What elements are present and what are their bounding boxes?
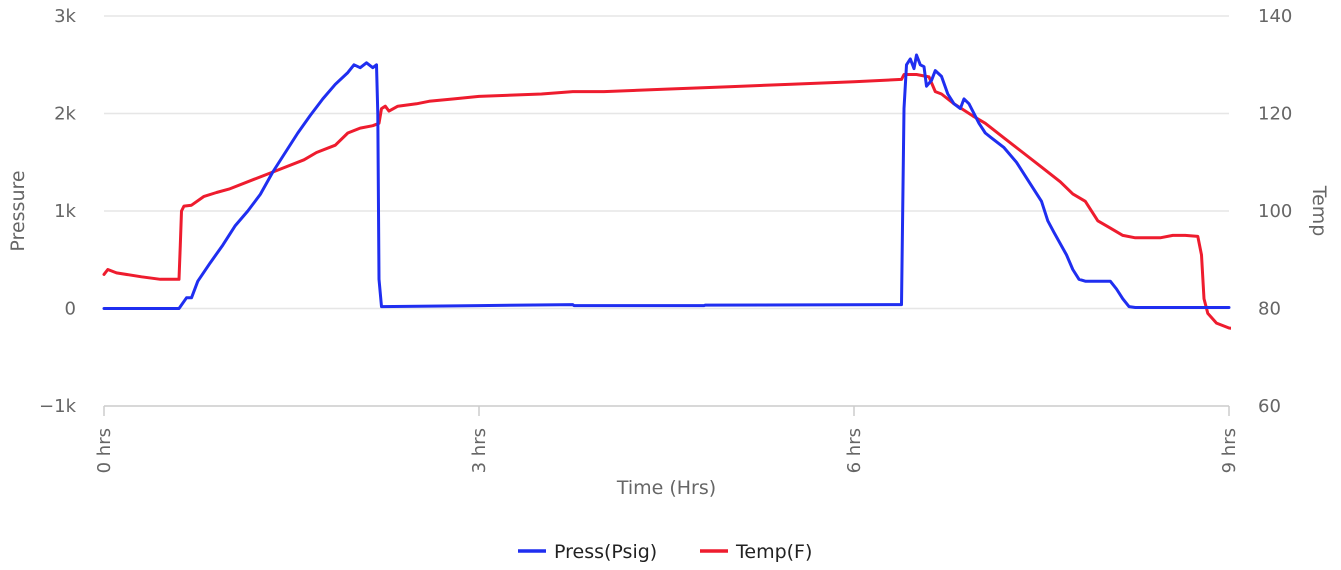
- y-left-tick-label: −1k: [39, 396, 77, 417]
- y-left-axis-title: Pressure: [7, 170, 29, 251]
- legend-label[interactable]: Temp(F): [735, 541, 812, 563]
- x-tick-label: 6 hrs: [844, 428, 865, 473]
- y-left-tick-label: 3k: [54, 6, 76, 27]
- x-tick-label: 9 hrs: [1219, 428, 1240, 473]
- x-tick-label: 3 hrs: [469, 428, 490, 473]
- y-left-tick-label: 0: [65, 299, 76, 320]
- y-right-axis-title: Temp: [1308, 185, 1330, 237]
- legend: Press(Psig) Temp(F): [518, 541, 812, 563]
- series-lines: [102, 53, 1231, 330]
- y-right-tick-label: 80: [1258, 299, 1281, 320]
- y-left-tick-label: 2k: [54, 104, 76, 125]
- y-left-tick-label: 1k: [54, 201, 76, 222]
- y-right-tick-label: 100: [1258, 201, 1292, 222]
- axes: −1k 0 1k 2k 3k 60 80 100 120 140 0 hrs 3 hrs 6 hrs 9 …: [7, 6, 1330, 499]
- x-axis-title: Time (Hrs): [616, 477, 716, 499]
- series-line-press: [102, 53, 1231, 310]
- y-right-tick-label: 140: [1258, 6, 1292, 27]
- series-line-temp: [102, 73, 1231, 330]
- y-right-tick-label: 120: [1258, 104, 1292, 125]
- legend-label[interactable]: Press(Psig): [554, 541, 657, 563]
- x-tick-label: 0 hrs: [94, 428, 115, 473]
- y-right-tick-label: 60: [1258, 396, 1281, 417]
- grid-lines: [104, 15, 1229, 407]
